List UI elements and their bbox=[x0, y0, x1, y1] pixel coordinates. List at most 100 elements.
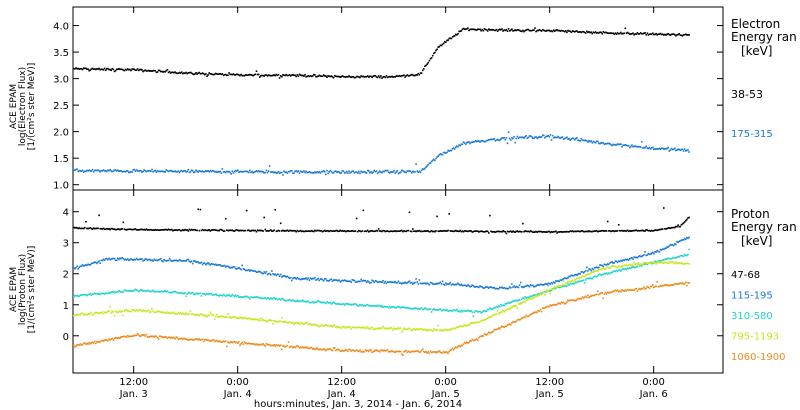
data-point-175-315 bbox=[613, 144, 616, 146]
data-point-38-53 bbox=[549, 30, 552, 33]
data-point-795-1193 bbox=[268, 319, 271, 321]
data-point-175-315 bbox=[495, 139, 498, 141]
data-point-38-53 bbox=[329, 75, 332, 78]
data-point-310-580 bbox=[218, 295, 220, 297]
data-point-115-195 bbox=[165, 260, 168, 262]
data-point-795-1193 bbox=[611, 265, 613, 267]
data-point-38-53 bbox=[164, 71, 166, 73]
data-point-115-195 bbox=[212, 263, 215, 265]
data-point-175-315 bbox=[466, 141, 468, 144]
data-point-1060-1900 bbox=[463, 341, 466, 344]
data-point-175-315 bbox=[327, 172, 329, 175]
data-point-310-580 bbox=[201, 293, 204, 295]
data-point-38-53 bbox=[683, 33, 686, 36]
data-point-175-315 bbox=[167, 170, 170, 173]
data-point-115-195 bbox=[387, 281, 390, 283]
data-point-115-195 bbox=[420, 282, 423, 285]
data-point-47-68 bbox=[683, 221, 686, 223]
data-point-310-580 bbox=[160, 290, 162, 293]
data-point-795-1193 bbox=[467, 324, 469, 326]
data-point-175-315 bbox=[212, 170, 215, 172]
data-point-47-68 bbox=[547, 230, 549, 233]
data-point-115-195 bbox=[267, 273, 270, 275]
data-point-47-68 bbox=[277, 229, 280, 232]
data-point-310-580 bbox=[427, 308, 429, 311]
data-point-175-315 bbox=[467, 141, 469, 143]
data-point-38-53 bbox=[128, 68, 130, 71]
data-point-47-68 bbox=[255, 230, 258, 233]
data-point-175-315 bbox=[661, 147, 664, 150]
data-point-175-315 bbox=[245, 170, 248, 172]
data-point-38-53 bbox=[260, 75, 262, 77]
data-point-175-315 bbox=[514, 141, 516, 144]
data-point-310-580 bbox=[117, 291, 119, 293]
data-point-795-1193 bbox=[578, 277, 580, 279]
data-point-310-580 bbox=[162, 291, 164, 293]
data-point-310-580 bbox=[537, 293, 540, 295]
data-point-175-315 bbox=[491, 138, 493, 141]
data-point-795-1193 bbox=[115, 311, 118, 313]
data-point-795-1193 bbox=[460, 325, 463, 327]
data-point-47-68 bbox=[551, 231, 554, 233]
data-point-1060-1900 bbox=[413, 350, 415, 353]
data-point-115-195 bbox=[393, 281, 395, 284]
data-point-795-1193 bbox=[601, 267, 603, 270]
data-point-38-53 bbox=[442, 42, 445, 45]
data-point-310-580 bbox=[379, 304, 381, 307]
data-point-310-580 bbox=[289, 299, 292, 302]
data-point-795-1193 bbox=[632, 264, 634, 267]
data-point-175-315 bbox=[278, 172, 281, 175]
data-point-1060-1900 bbox=[99, 341, 101, 343]
data-point-1060-1900 bbox=[155, 335, 158, 338]
data-point-175-315 bbox=[244, 170, 247, 173]
data-point-310-580 bbox=[260, 297, 262, 299]
data-point-1060-1900 bbox=[113, 337, 116, 340]
data-point-175-315 bbox=[369, 171, 371, 174]
data-point-38-53 bbox=[336, 75, 338, 78]
data-point-175-315 bbox=[366, 169, 369, 172]
data-point-175-315 bbox=[565, 137, 567, 139]
data-point-38-53 bbox=[308, 75, 311, 78]
data-point-310-580 bbox=[222, 293, 225, 296]
data-point-115-195 bbox=[667, 246, 669, 248]
data-point-795-1193 bbox=[318, 325, 321, 328]
data-point-1060-1900 bbox=[205, 338, 207, 341]
data-point-115-195 bbox=[317, 277, 319, 280]
data-point-115-195 bbox=[581, 270, 584, 273]
data-point-310-580 bbox=[340, 303, 343, 306]
data-point-310-580 bbox=[338, 303, 340, 305]
data-point-795-1193 bbox=[562, 280, 565, 282]
data-point-795-1193 bbox=[415, 328, 417, 331]
data-point-38-53 bbox=[284, 74, 286, 77]
data-point-310-580 bbox=[630, 267, 632, 270]
data-point-1060-1900 bbox=[197, 339, 199, 341]
data-point-115-195 bbox=[171, 260, 173, 262]
data-point-38-53 bbox=[124, 68, 127, 71]
data-point-310-580 bbox=[250, 296, 252, 298]
data-point-795-1193 bbox=[577, 277, 579, 279]
data-point-38-53 bbox=[84, 67, 86, 70]
data-point-47-68 bbox=[493, 231, 496, 233]
data-point-115-195 bbox=[591, 267, 594, 270]
data-point-47-68 bbox=[134, 228, 137, 230]
data-point-38-53 bbox=[401, 74, 403, 77]
data-point-1060-1900 bbox=[449, 349, 452, 352]
data-point-175-315 bbox=[551, 135, 554, 137]
data-point-38-53 bbox=[217, 73, 219, 75]
data-point-38-53 bbox=[544, 30, 546, 32]
data-point-1060-1900 bbox=[167, 336, 170, 339]
data-point-795-1193 bbox=[289, 321, 292, 324]
data-point-310-580 bbox=[166, 290, 169, 292]
data-point-795-1193 bbox=[388, 327, 391, 330]
data-point-47-68 bbox=[98, 214, 100, 217]
data-point-115-195 bbox=[622, 259, 624, 261]
data-point-38-53 bbox=[198, 71, 201, 74]
data-point-38-53 bbox=[482, 29, 485, 32]
data-point-795-1193 bbox=[310, 324, 313, 326]
data-point-795-1193 bbox=[655, 263, 657, 265]
data-point-115-195 bbox=[593, 267, 596, 269]
data-point-310-580 bbox=[164, 290, 166, 292]
data-point-175-315 bbox=[634, 145, 636, 147]
data-point-38-53 bbox=[491, 29, 493, 31]
data-point-795-1193 bbox=[330, 325, 333, 327]
